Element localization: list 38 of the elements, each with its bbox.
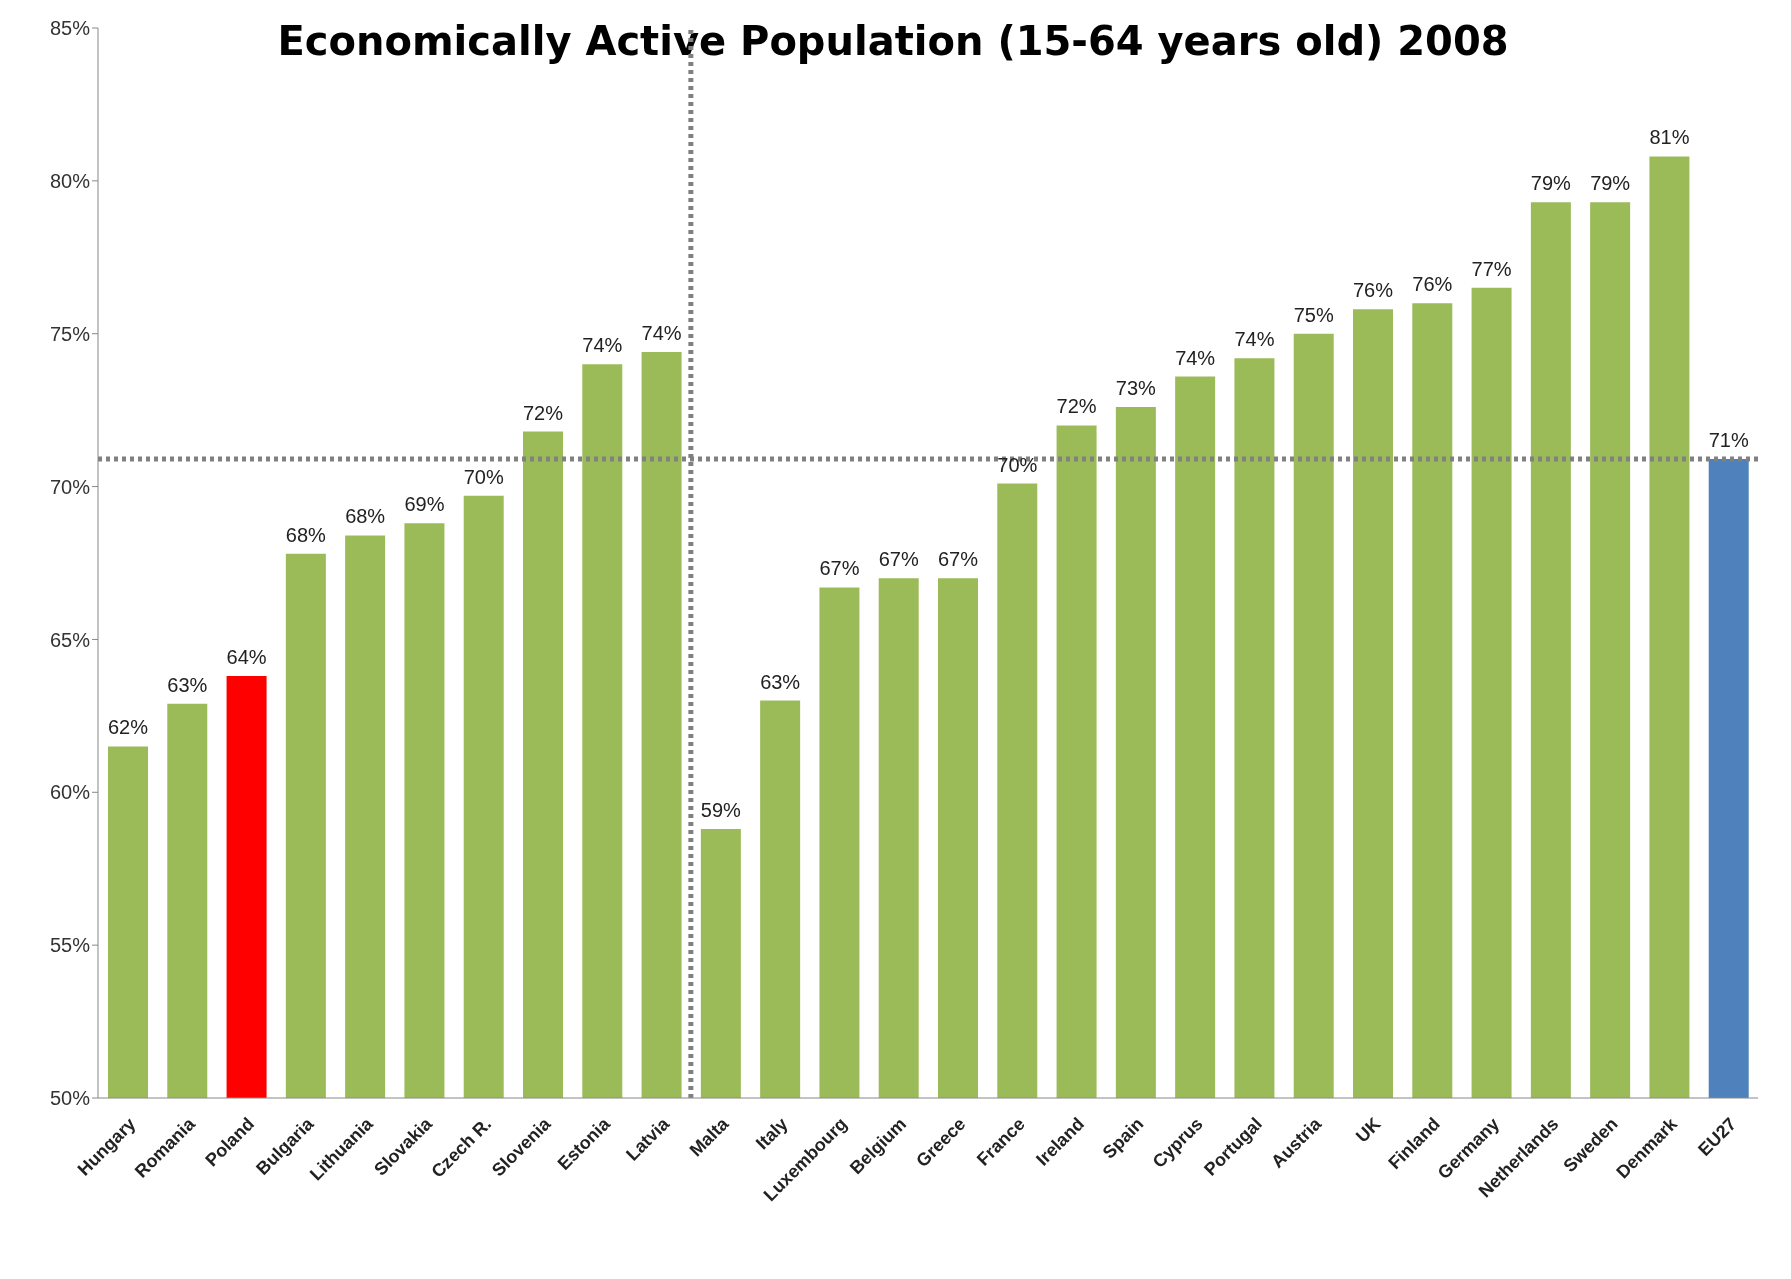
data-label: 67%	[819, 557, 860, 580]
y-tick-label: 80%	[49, 169, 91, 192]
y-tick-label: 60%	[49, 781, 91, 804]
y-tick-label: 75%	[49, 322, 91, 345]
chart-title: Economically Active Population (15-64 years old) 2008	[277, 18, 1509, 64]
data-label: 63%	[760, 670, 801, 693]
data-label: 74%	[1234, 328, 1275, 351]
data-label: 74%	[1175, 346, 1216, 369]
data-label: 71%	[1708, 429, 1749, 452]
data-label: 59%	[700, 798, 742, 821]
data-label: 70%	[997, 453, 1038, 476]
data-label: 64%	[226, 646, 267, 669]
data-label: 68%	[285, 523, 327, 546]
x-tick-label: UK	[1351, 1113, 1385, 1147]
data-label: 76%	[1352, 279, 1394, 302]
data-label: 79%	[1530, 172, 1572, 195]
data-label: 72%	[1056, 395, 1097, 418]
data-label: 73%	[1115, 377, 1157, 400]
y-tick-label: 70%	[49, 475, 91, 498]
y-tick-label: 50%	[49, 1087, 91, 1110]
data-label: 76%	[1412, 273, 1453, 296]
data-label: 68%	[345, 505, 386, 528]
data-label: 67%	[937, 548, 979, 571]
y-tick-label: 55%	[49, 934, 91, 957]
data-label: 77%	[1471, 257, 1512, 280]
data-label: 72%	[522, 401, 564, 424]
y-tick-label: 85%	[49, 17, 91, 40]
data-label: 70%	[463, 465, 504, 488]
data-label: 67%	[878, 548, 919, 571]
data-label: 69%	[404, 493, 445, 516]
data-label: 75%	[1293, 303, 1334, 326]
data-label: 74%	[582, 334, 623, 357]
data-label: 62%	[107, 716, 149, 739]
data-label: 63%	[167, 673, 208, 696]
data-label: 81%	[1649, 126, 1690, 149]
y-tick-label: 65%	[49, 628, 91, 651]
data-label: 74%	[641, 322, 682, 345]
data-label: 79%	[1590, 172, 1631, 195]
